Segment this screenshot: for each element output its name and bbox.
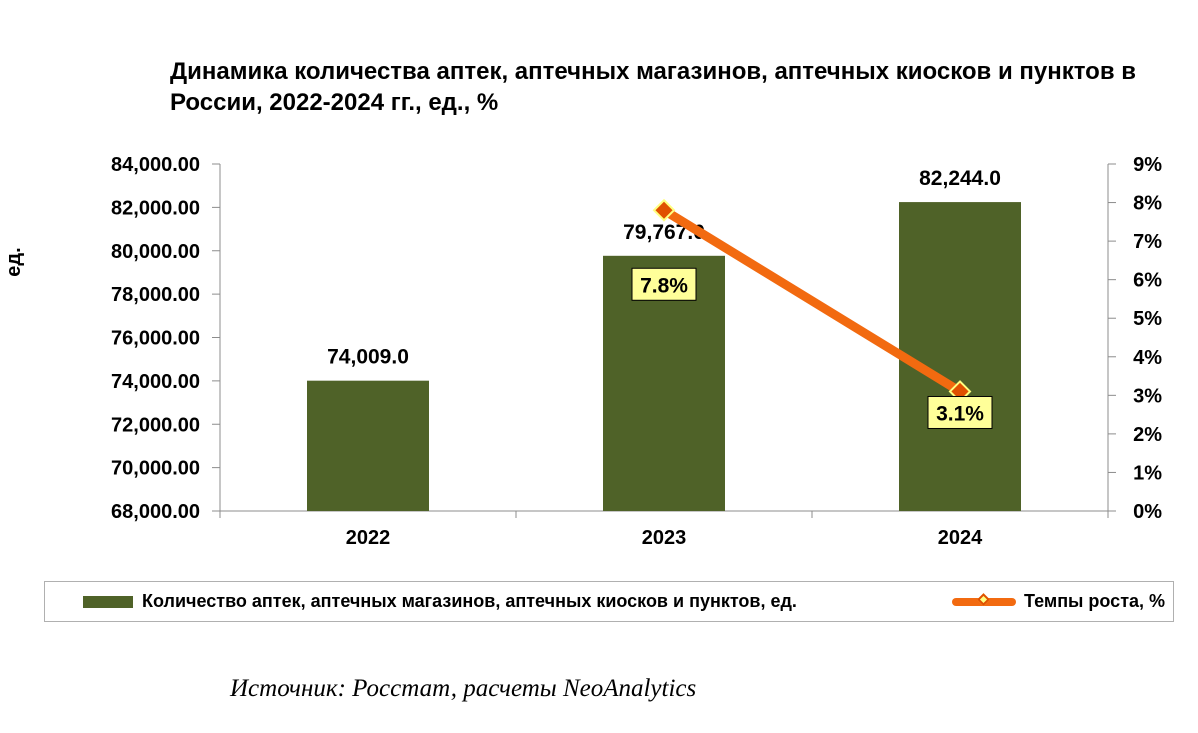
y-left-tick-label: 84,000.00 (111, 154, 200, 176)
y-left-tick-label: 72,000.00 (111, 414, 200, 436)
y-right-tick-label: 7% (1133, 231, 1162, 253)
x-tick-label: 2022 (346, 527, 391, 549)
y-right-tick-label: 9% (1133, 154, 1162, 176)
y-right-tick-label: 5% (1133, 308, 1162, 330)
chart-plot: 68,000.00 70,000.00 72,000.00 74,000.00 76,0… (3, 154, 1162, 549)
y-left-tick-label: 82,000.00 (111, 197, 200, 219)
legend-line-swatch (952, 592, 1016, 606)
legend-bar-swatch (83, 595, 133, 608)
growth-point (652, 198, 676, 222)
y-right-tick-label: 2% (1133, 424, 1162, 446)
legend-label-bars: Количество аптек, аптечных магазинов, ап… (142, 591, 797, 611)
y-axis-left-title: ед. (3, 247, 25, 276)
y-left-tick-label: 74,000.00 (111, 371, 200, 393)
legend-item-bars: Количество аптек, аптечных магазинов, ап… (83, 582, 797, 621)
chart-title: Динамика количества аптек, аптечных мага… (170, 58, 1137, 116)
y-right-tick-label: 0% (1133, 501, 1162, 523)
y-right-tick-label: 8% (1133, 193, 1162, 215)
bar (899, 202, 1021, 511)
y-right-tick-label: 3% (1133, 385, 1162, 407)
y-left-tick-label: 68,000.00 (111, 501, 200, 523)
y-left-tick-label: 78,000.00 (111, 284, 200, 306)
legend: Количество аптек, аптечных магазинов, ап… (44, 581, 1174, 622)
y-right-tick-label: 4% (1133, 347, 1162, 369)
y-right-tick-label: 1% (1133, 462, 1162, 484)
x-tick-label: 2024 (938, 527, 983, 549)
legend-item-line: Темпы роста, % (952, 582, 1165, 621)
bar-data-label: 74,009.0 (327, 346, 409, 369)
y-left-tick-label: 70,000.00 (111, 458, 200, 480)
y-left-tick-label: 80,000.00 (111, 241, 200, 263)
y-right-tick-label: 6% (1133, 270, 1162, 292)
growth-line (659, 205, 965, 396)
source-note: Источник: Росстат, расчеты NeoAnalytics (230, 675, 697, 702)
bar-data-label: 82,244.0 (919, 167, 1001, 190)
growth-data-label: 7.8% (640, 274, 688, 297)
x-tick-label: 2023 (642, 527, 687, 549)
y-left-tick-label: 76,000.00 (111, 328, 200, 350)
legend-label-line: Темпы роста, % (1024, 591, 1166, 611)
growth-data-label: 3.1% (936, 402, 984, 425)
bar (307, 380, 429, 511)
growth-label-box (927, 395, 993, 429)
growth-label-box (631, 267, 697, 301)
